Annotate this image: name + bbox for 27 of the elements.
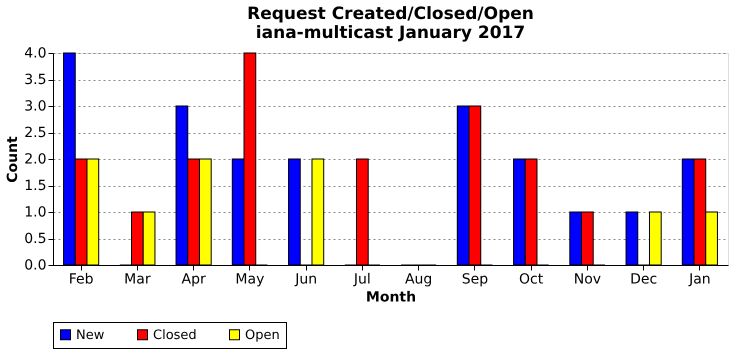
y-tick-label: 2.5 [24, 125, 46, 141]
x-tick-label: May [235, 272, 264, 288]
x-tick-label: Sep [462, 272, 488, 288]
x-tick-label: Feb [68, 272, 94, 288]
legend-label: Open [245, 328, 280, 343]
y-tick-label: 0.0 [24, 258, 46, 274]
x-tick-label: Jun [294, 272, 318, 288]
y-tick-label: 1.5 [24, 178, 46, 194]
x-tick-label: Dec [630, 272, 658, 288]
x-tick-label: Nov [574, 272, 602, 288]
x-tick-label: Jul [352, 272, 371, 288]
y-tick-label: 0.5 [24, 231, 46, 247]
x-tick-label: Oct [519, 272, 544, 288]
y-tick-label: 2.0 [24, 152, 46, 168]
x-tick-label: Apr [182, 272, 206, 288]
chart-title: Request Created/Closed/Open iana-multicast January 2017 [247, 4, 534, 43]
y-tick-label: 4.0 [24, 46, 46, 62]
y-tick-label: 3.5 [24, 72, 46, 88]
x-tick-label: Mar [124, 272, 151, 288]
legend-label: New [76, 328, 105, 343]
x-tick-label: Aug [404, 272, 432, 288]
x-axis-title: Month [366, 290, 416, 306]
legend-label: Closed [153, 328, 197, 343]
x-tick-label: Jan [688, 272, 711, 288]
y-tick-label: 1.0 [24, 204, 46, 220]
y-tick-label: 3.0 [24, 98, 46, 114]
y-axis-title: Count [5, 136, 22, 183]
